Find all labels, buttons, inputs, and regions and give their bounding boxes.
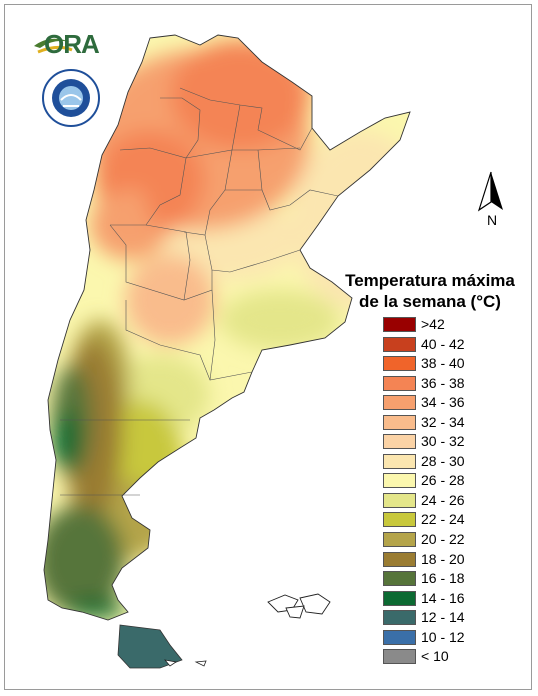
legend-label: 12 - 14 <box>421 609 465 626</box>
legend-swatch <box>383 532 416 548</box>
smn-seal <box>42 69 100 127</box>
malvinas-islands <box>267 593 331 619</box>
legend-label: 10 - 12 <box>421 628 465 645</box>
legend-label: 26 - 28 <box>421 472 465 489</box>
legend-label: 16 - 18 <box>421 570 465 587</box>
legend-title: Temperatura máxima de la semana (°C) <box>340 270 520 312</box>
legend-swatch <box>383 395 416 411</box>
legend-label: 14 - 16 <box>421 589 465 606</box>
legend-swatch <box>383 492 416 508</box>
legend-swatch <box>383 434 416 450</box>
legend-swatch <box>383 629 416 645</box>
legend-swatch <box>383 414 416 430</box>
legend-swatch <box>383 610 416 626</box>
legend-swatch <box>383 649 416 665</box>
south-islands <box>163 659 207 667</box>
legend-label: 28 - 30 <box>421 452 465 469</box>
legend-label: >42 <box>421 316 445 332</box>
north-arrow-icon <box>477 171 503 212</box>
legend-swatch <box>383 356 416 372</box>
ora-logo <box>34 38 73 54</box>
legend-swatch <box>383 590 416 606</box>
legend-title-line2: de la semana (°C) <box>359 292 501 311</box>
legend-title-line1: Temperatura máxima <box>345 271 515 290</box>
north-label: N <box>487 212 498 228</box>
legend-swatch <box>383 375 416 391</box>
legend-label: 36 - 38 <box>421 374 465 391</box>
legend-swatch <box>383 453 416 469</box>
legend-label: 22 - 24 <box>421 511 465 528</box>
legend-swatch <box>383 571 416 587</box>
legend-label: < 10 <box>421 648 449 665</box>
legend-label: 38 - 40 <box>421 355 465 372</box>
country-outline <box>43 34 411 621</box>
legend-label: 20 - 22 <box>421 531 465 548</box>
legend-label: 30 - 32 <box>421 433 465 450</box>
legend-swatch <box>383 551 416 567</box>
legend-swatch <box>383 336 416 352</box>
ora-logo-text: ORA <box>44 29 100 59</box>
legend-label: 32 - 34 <box>421 413 465 430</box>
legend-label: 34 - 36 <box>421 394 465 411</box>
province-boundaries <box>60 87 339 496</box>
legend-label: 24 - 26 <box>421 491 465 508</box>
legend-swatch <box>383 512 416 528</box>
legend-swatch <box>383 473 416 489</box>
map-frame <box>4 4 532 690</box>
legend-label: 40 - 42 <box>421 335 465 352</box>
legend-swatch <box>383 317 416 332</box>
legend-label: 18 - 20 <box>421 550 465 567</box>
